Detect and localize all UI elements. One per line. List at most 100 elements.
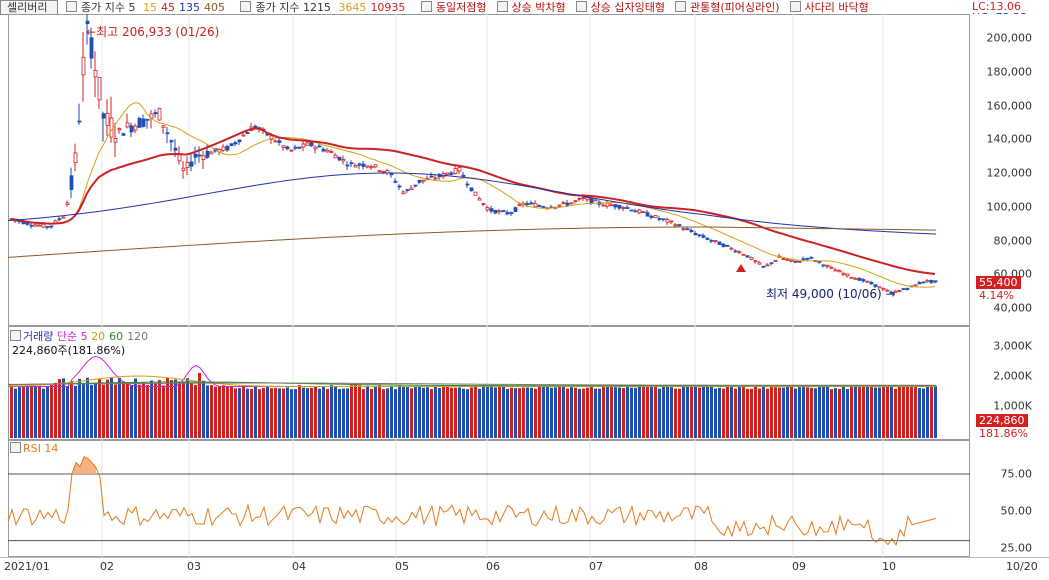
pattern-item[interactable]: 관통형(피어싱라인) bbox=[675, 1, 784, 14]
volume-bar bbox=[730, 386, 733, 438]
volume-bar bbox=[98, 378, 101, 438]
volume-bar bbox=[674, 388, 677, 438]
rsi-legend: RSI 14 bbox=[10, 442, 58, 455]
volume-bar bbox=[666, 386, 669, 438]
candle-body bbox=[125, 122, 130, 128]
rsi-line bbox=[8, 456, 937, 547]
pattern-checkbox[interactable] bbox=[789, 1, 801, 12]
candle-body bbox=[277, 140, 282, 143]
candle-body bbox=[509, 212, 514, 215]
candle-body bbox=[849, 276, 854, 279]
candle-body bbox=[793, 260, 798, 263]
candle-body bbox=[349, 162, 354, 165]
volume-bar bbox=[742, 386, 745, 438]
volume-bar bbox=[50, 384, 53, 438]
x-axis[interactable]: 2021/01 02 03 04 05 06 07 08 09 10 10/20 bbox=[0, 557, 1049, 580]
volume-bar bbox=[718, 387, 721, 438]
volume-bar bbox=[630, 387, 633, 438]
candle-body bbox=[689, 229, 694, 233]
pattern-item[interactable]: 상승 박차형 bbox=[496, 1, 570, 14]
stock-title-box[interactable]: 셀리버리 bbox=[0, 0, 59, 15]
candle-body bbox=[529, 202, 534, 205]
candle-body bbox=[857, 277, 862, 281]
candle-body bbox=[809, 256, 814, 259]
ma2-checkbox[interactable] bbox=[240, 1, 252, 12]
candle-body bbox=[465, 183, 470, 186]
y-tick-label: 200,000 bbox=[986, 31, 1033, 45]
candle-body bbox=[229, 143, 234, 146]
candle-body bbox=[133, 125, 138, 131]
volume-pane[interactable] bbox=[8, 326, 970, 440]
pattern-checkbox[interactable] bbox=[496, 1, 508, 12]
candle-body bbox=[433, 177, 438, 180]
pattern-item[interactable]: 상승 십자잉태형 bbox=[575, 1, 669, 14]
pattern-checkbox[interactable] bbox=[575, 1, 587, 12]
volume-bar bbox=[486, 385, 489, 438]
pattern-checkbox[interactable] bbox=[675, 1, 686, 12]
candle-body bbox=[877, 286, 882, 289]
candle-body bbox=[865, 280, 870, 283]
volume-bar bbox=[778, 387, 781, 438]
pattern-item[interactable]: 동일저점형 bbox=[420, 1, 491, 14]
y-tick-label: 140,000 bbox=[986, 132, 1033, 146]
volume-bar bbox=[298, 385, 301, 438]
volume-chart[interactable] bbox=[8, 326, 970, 440]
y-tick-label: 1,000K bbox=[993, 399, 1032, 413]
volume-bar bbox=[90, 385, 93, 438]
volume-bar bbox=[822, 385, 825, 438]
volume-bar bbox=[230, 386, 233, 438]
volume-bar bbox=[710, 386, 713, 438]
volume-bar bbox=[818, 386, 821, 438]
candle-body bbox=[317, 145, 322, 148]
volume-bar bbox=[626, 386, 629, 438]
price-pane[interactable] bbox=[8, 14, 970, 326]
candle-body bbox=[301, 143, 306, 148]
volume-bar bbox=[518, 388, 521, 438]
candle-body bbox=[225, 145, 230, 151]
rsi-chart[interactable] bbox=[8, 440, 970, 557]
candle-body bbox=[609, 204, 614, 207]
candle-body bbox=[409, 187, 414, 190]
ma2-legend[interactable]: 종가 지수 1215 3645 10935 bbox=[240, 1, 413, 14]
volume-bar bbox=[58, 379, 61, 438]
candle-body bbox=[737, 251, 742, 254]
candle-body bbox=[457, 166, 462, 172]
candle-body bbox=[661, 218, 666, 221]
volume-bar bbox=[462, 388, 465, 438]
candle-body bbox=[893, 290, 898, 293]
price-chart[interactable] bbox=[8, 14, 970, 326]
volume-bar bbox=[762, 386, 765, 438]
candle-body bbox=[333, 154, 338, 159]
x-tick-label: 07 bbox=[589, 560, 603, 573]
ma-checkbox[interactable] bbox=[65, 1, 77, 12]
volume-bar bbox=[250, 388, 253, 438]
rsi-checkbox[interactable] bbox=[10, 442, 21, 453]
volume-ma-values: 20 60 120 bbox=[91, 330, 152, 343]
volume-bar bbox=[542, 386, 545, 438]
volume-bar bbox=[550, 387, 553, 438]
candle-body bbox=[917, 282, 922, 285]
candle-body bbox=[577, 197, 582, 200]
candle-body bbox=[445, 172, 450, 175]
volume-bar bbox=[198, 373, 201, 438]
volume-bar bbox=[414, 386, 417, 438]
volume-bar bbox=[194, 384, 197, 438]
ma-legend[interactable]: 종가 지수 5 15 45 135 405 bbox=[65, 1, 233, 14]
candle-body bbox=[81, 56, 86, 76]
candle-body bbox=[657, 218, 662, 220]
candle-body bbox=[381, 170, 386, 173]
price-y-axis[interactable]: 200,000 180,000 160,000 140,000 120,000 100,0… bbox=[970, 14, 1049, 326]
volume-checkbox[interactable] bbox=[10, 330, 21, 341]
candle-body bbox=[489, 208, 494, 212]
volume-bar bbox=[494, 387, 497, 438]
pattern-item[interactable]: 사다리 바닥형 bbox=[789, 1, 873, 14]
volume-bar bbox=[886, 386, 889, 438]
volume-y-axis[interactable]: 3,000K 2,000K 1,000K bbox=[970, 326, 1049, 440]
rsi-pane[interactable] bbox=[8, 440, 970, 557]
ma2-values: 3645 10935 bbox=[338, 1, 409, 14]
rsi-y-axis[interactable]: 75.00 50.00 25.00 bbox=[970, 440, 1049, 557]
volume-bar bbox=[70, 381, 73, 438]
pattern-checkbox[interactable] bbox=[420, 1, 432, 12]
pattern-label: 사다리 바닥형 bbox=[804, 1, 869, 14]
ma-label: 종가 지수 5 bbox=[80, 1, 136, 14]
